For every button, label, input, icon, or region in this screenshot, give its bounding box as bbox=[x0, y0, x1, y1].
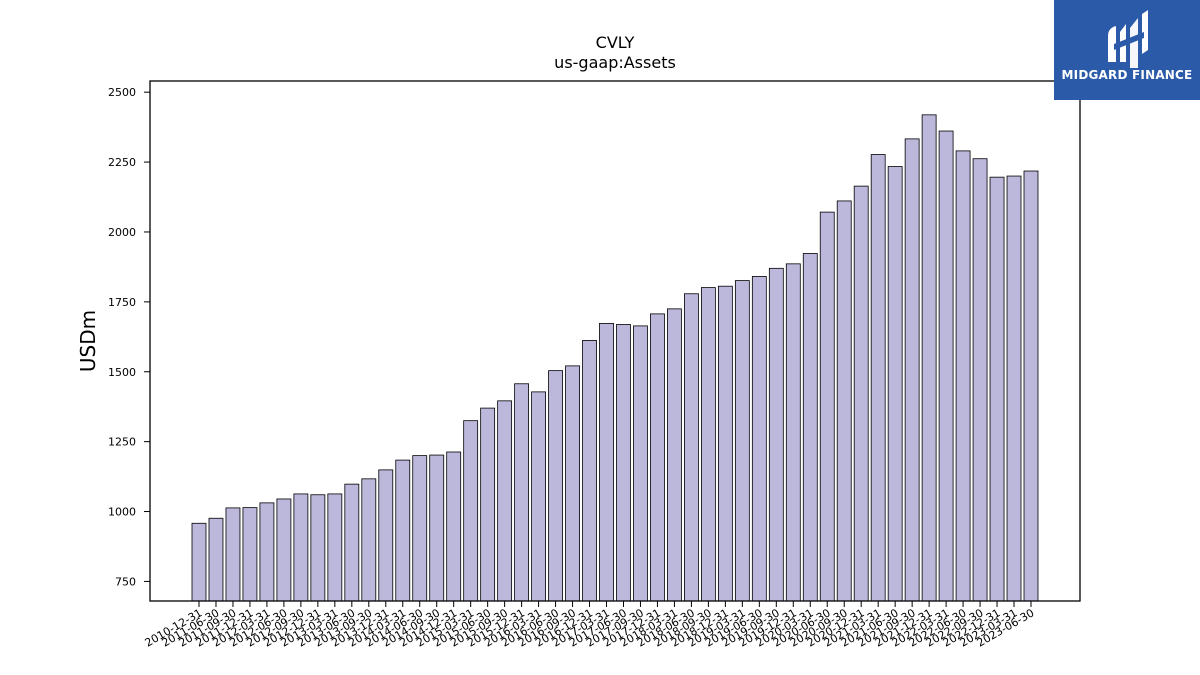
bar-2014-09-30 bbox=[429, 454, 445, 602]
bar-2021-09-30 bbox=[904, 138, 920, 602]
bar-2021-12-31 bbox=[921, 114, 937, 602]
bar-2019-06-30 bbox=[751, 276, 767, 602]
bar-2013-03-31 bbox=[327, 493, 343, 602]
x-axis-ticks: 2010-12-312011-06-302011-09-302011-12-31… bbox=[143, 601, 1037, 650]
logo-text: MIDGARD FINANCE bbox=[1061, 68, 1193, 82]
bar-2016-09-30 bbox=[565, 365, 580, 602]
bar-2020-03-31 bbox=[802, 253, 818, 602]
bar-2012-06-30 bbox=[276, 498, 292, 602]
bar-2017-03-31 bbox=[599, 322, 614, 602]
bar-2022-06-30 bbox=[955, 150, 971, 602]
y-tick-label: 750 bbox=[115, 575, 136, 588]
bar-2017-06-30 bbox=[616, 324, 631, 602]
bar-2016-03-31 bbox=[531, 391, 546, 602]
bar-2020-09-30 bbox=[836, 200, 852, 602]
bar-2011-12-31 bbox=[242, 507, 258, 602]
chart-title: CVLY bbox=[596, 33, 635, 52]
bar-2019-09-30 bbox=[768, 267, 784, 602]
bar-2012-03-31 bbox=[259, 502, 275, 602]
bar-2021-06-30 bbox=[887, 166, 903, 602]
bar-2015-06-30 bbox=[480, 407, 496, 602]
y-tick-label: 2500 bbox=[108, 86, 136, 99]
bar-2017-09-30 bbox=[633, 325, 648, 602]
bar-2013-09-30 bbox=[361, 478, 377, 602]
bar-2018-09-30 bbox=[700, 287, 716, 602]
bar-2014-12-31 bbox=[446, 451, 462, 602]
y-tick-label: 1500 bbox=[108, 366, 136, 379]
bar-2022-12-31 bbox=[989, 176, 1005, 602]
bar-2011-09-30 bbox=[225, 507, 241, 602]
bar-2021-03-31 bbox=[870, 154, 886, 602]
bar-2018-03-31 bbox=[667, 308, 682, 602]
y-tick-label: 1250 bbox=[108, 436, 136, 449]
bar-2019-03-31 bbox=[734, 280, 750, 602]
y-tick-label: 2000 bbox=[108, 226, 136, 239]
bar-2020-12-31 bbox=[853, 185, 869, 602]
bar-2012-09-30 bbox=[293, 493, 309, 602]
bar-2012-12-31 bbox=[310, 494, 326, 602]
bar-2015-03-31 bbox=[463, 420, 479, 602]
bar-2019-12-31 bbox=[785, 263, 801, 602]
bar-2022-09-30 bbox=[972, 158, 988, 602]
bar-2014-06-30 bbox=[412, 455, 428, 602]
bar-2022-03-31 bbox=[938, 130, 954, 602]
bar-2016-06-30 bbox=[548, 370, 563, 602]
bar-2015-09-30 bbox=[497, 400, 513, 602]
bar-2013-12-31 bbox=[378, 469, 394, 602]
bar-2017-12-31 bbox=[650, 313, 665, 602]
midgard-finance-logo: MIDGARD FINANCE bbox=[1054, 0, 1200, 100]
bar-2014-03-31 bbox=[395, 459, 411, 602]
chart-subtitle: us-gaap:Assets bbox=[554, 53, 676, 72]
bar-2018-12-31 bbox=[717, 285, 733, 602]
bar-2020-06-30 bbox=[819, 211, 835, 602]
y-axis-label: USDm bbox=[76, 310, 100, 372]
bar-2018-06-30 bbox=[684, 293, 699, 602]
bar-2023-06-30 bbox=[1023, 170, 1039, 602]
bar-2016-12-31 bbox=[582, 340, 597, 602]
bar-2013-06-30 bbox=[344, 483, 360, 602]
y-tick-label: 1000 bbox=[108, 506, 136, 519]
bar-2010-12-31 bbox=[191, 522, 207, 602]
bar-2011-06-30 bbox=[208, 517, 224, 602]
y-axis-ticks: 750 1000 1250 1500 1750 2000 2250 2500 bbox=[108, 86, 150, 588]
bars-group bbox=[191, 114, 1039, 602]
plot-frame bbox=[149, 80, 1081, 602]
y-tick-label: 1750 bbox=[108, 296, 136, 309]
bar-2015-12-31 bbox=[514, 383, 530, 602]
midgard-logo-icon bbox=[1108, 10, 1148, 68]
bar-2023-03-31 bbox=[1006, 175, 1022, 602]
y-tick-label: 2250 bbox=[108, 156, 136, 169]
